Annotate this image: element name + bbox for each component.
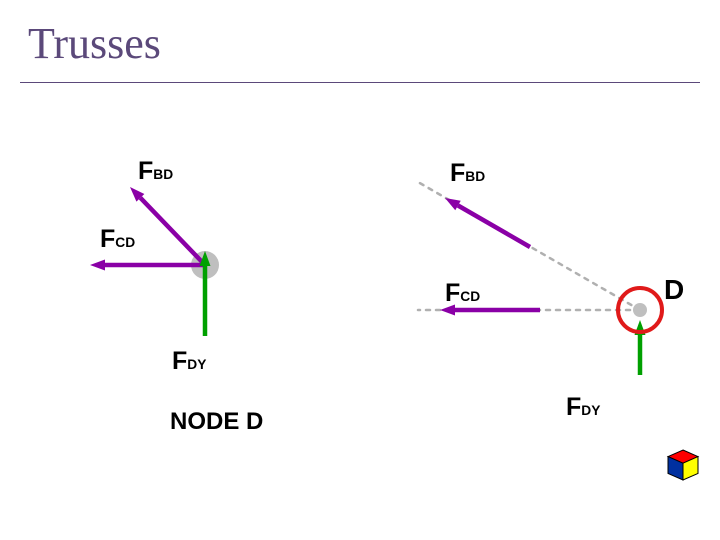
label-right-fdy: FDY (566, 393, 600, 422)
label-right-fbd: FBD (450, 159, 485, 188)
label-right-fcd: FCD (445, 279, 480, 308)
label-node-d: NODE D (170, 408, 263, 436)
label-left-fdy: FDY (172, 347, 206, 376)
label-left-fbd: FBD (138, 157, 173, 186)
label-left-fcd: FCD (100, 225, 135, 254)
title-underline (20, 82, 700, 83)
page-title: Trusses (28, 18, 161, 69)
label-d: D (664, 274, 684, 306)
diagram-canvas (0, 0, 720, 540)
